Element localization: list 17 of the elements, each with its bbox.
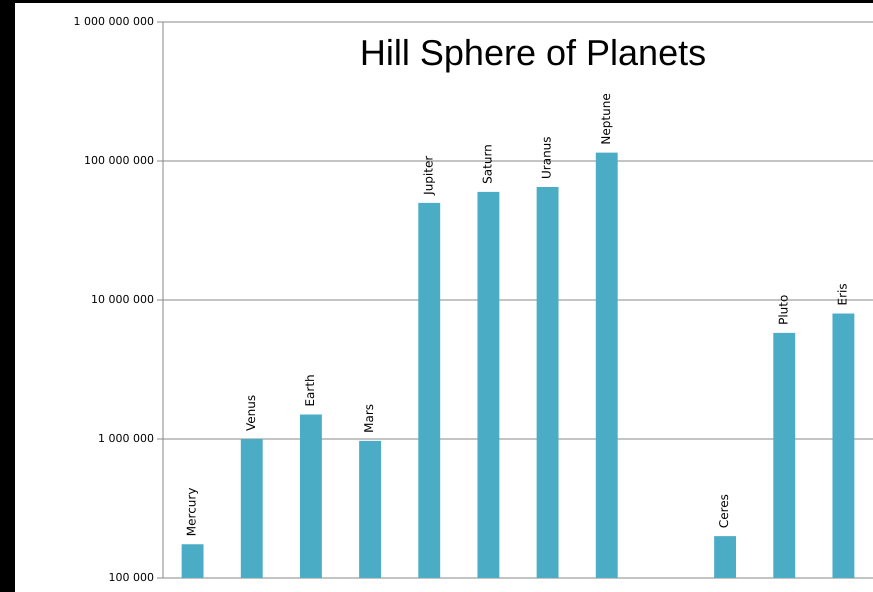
x-tick-label: Uranus: [540, 136, 554, 180]
chart-title: Hill Sphere of Planets: [360, 32, 706, 73]
x-tick-label: Venus: [244, 394, 258, 431]
x-tick-label: Ceres: [717, 494, 732, 528]
x-tick-label: Jupiter: [421, 156, 436, 196]
x-tick-label: Saturn: [480, 144, 495, 184]
x-tick-label: Mars: [362, 404, 376, 433]
y-tick-label: 100 000 000: [84, 154, 154, 167]
x-tick-label: Pluto: [776, 294, 790, 325]
x-tick-label: Neptune: [598, 93, 613, 145]
x-tick-label: Eris: [836, 283, 850, 306]
x-tick-label: Earth: [303, 374, 318, 407]
y-tick-label: 10 000 000: [91, 292, 154, 306]
x-tick-label: Mercury: [184, 488, 199, 536]
y-tick-label: 1 000 000 000: [74, 14, 154, 28]
y-tick-label: 1 000 000: [98, 432, 154, 445]
y-tick-label: 100 000: [108, 570, 154, 584]
